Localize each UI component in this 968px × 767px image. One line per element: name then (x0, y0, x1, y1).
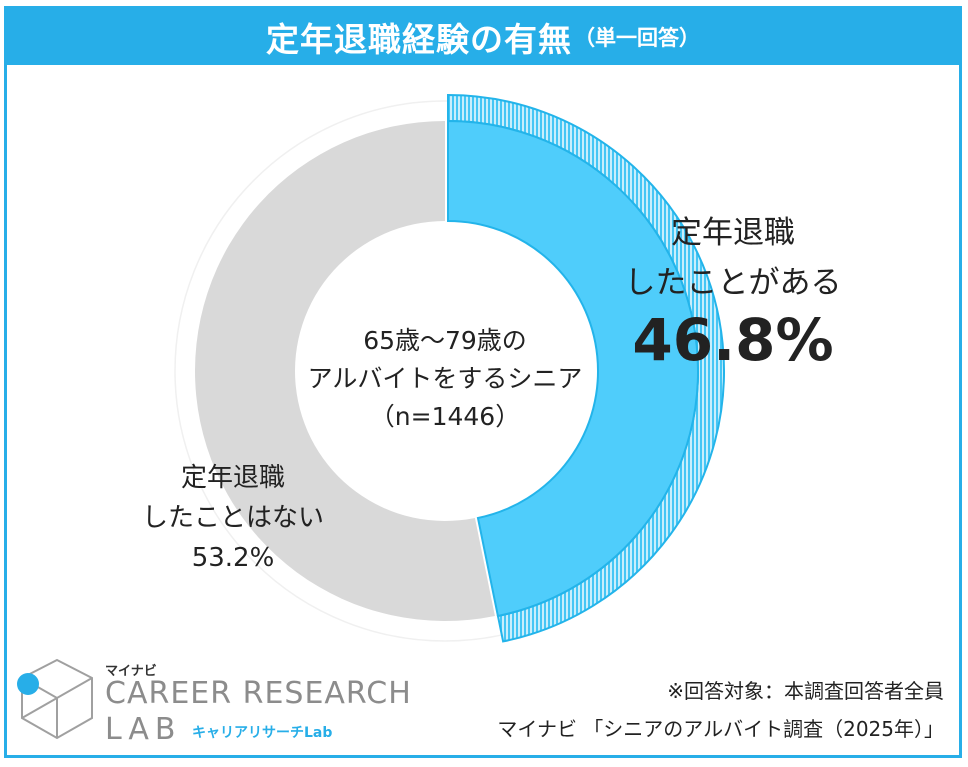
center-label-line3: （n=1446） (369, 402, 521, 431)
data-label-yes-line2: したことがある (624, 265, 842, 301)
data-label-yes-line1: 定年退職 (671, 215, 795, 251)
footnotes: ※回答対象：本調査回答者全員 マイナビ 「シニアのアルバイト調査（2025年）」 (497, 672, 944, 748)
career-research-lab-logo: マイナビ CAREER RESEARCH LAB キャリアリサーチLab (12, 656, 432, 747)
logo-kana: キャリアリサーチLab (192, 725, 333, 741)
logo-brand: マイナビ (105, 664, 157, 679)
logo-line2: LAB (105, 712, 182, 747)
data-label-no-line1: 定年退職 (180, 463, 285, 493)
center-label: 65歳～79歳の アルバイトをするシニア （n=1446） (285, 322, 605, 436)
center-label-line1: 65歳～79歳の (363, 326, 527, 355)
chart-subtitle: （単一回答） (574, 26, 700, 50)
cube-logo-icon (17, 658, 93, 740)
logo-line1: CAREER RESEARCH (105, 676, 412, 711)
data-label-no: 定年退職 したことはない 53.2% (118, 458, 348, 578)
slice-yes (447, 119, 699, 618)
data-label-no-line2: したことはない (141, 503, 324, 533)
data-label-yes-value: 46.8% (632, 306, 834, 374)
title-bar: 定年退職経験の有無 （単一回答） (7, 9, 959, 65)
footnote-target: ※回答対象：本調査回答者全員 (667, 679, 944, 703)
slice-no (194, 121, 495, 621)
data-label-no-value: 53.2% (191, 543, 275, 573)
data-label-yes: 定年退職 したことがある 46.8% (578, 208, 888, 372)
chart-title: 定年退職経験の有無 (266, 20, 572, 59)
footnote-source: マイナビ 「シニアのアルバイト調査（2025年）」 (497, 717, 944, 741)
center-label-line2: アルバイトをするシニア (307, 364, 583, 393)
